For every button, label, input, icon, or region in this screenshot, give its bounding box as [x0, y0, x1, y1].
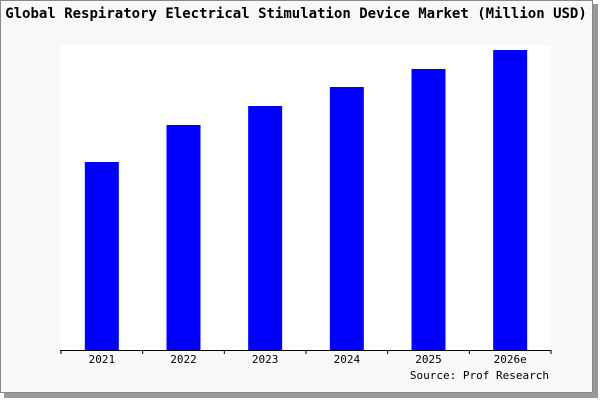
bar — [493, 50, 528, 350]
x-tick-label: 2021 — [89, 353, 116, 366]
source-note: Source: Prof Research — [410, 369, 549, 382]
x-tick-label: 2024 — [334, 353, 361, 366]
x-tick-label: 2025 — [415, 353, 442, 366]
chart-title: Global Respiratory Electrical Stimulatio… — [5, 6, 587, 22]
x-tick-label: 2026e — [494, 353, 527, 366]
bar — [166, 125, 201, 350]
bar — [248, 106, 283, 350]
bar — [411, 69, 446, 350]
bar — [84, 162, 119, 350]
x-tick-label: 2023 — [252, 353, 279, 366]
x-tick-label: 2022 — [170, 353, 197, 366]
plot-area — [60, 45, 551, 350]
bar — [329, 87, 364, 350]
